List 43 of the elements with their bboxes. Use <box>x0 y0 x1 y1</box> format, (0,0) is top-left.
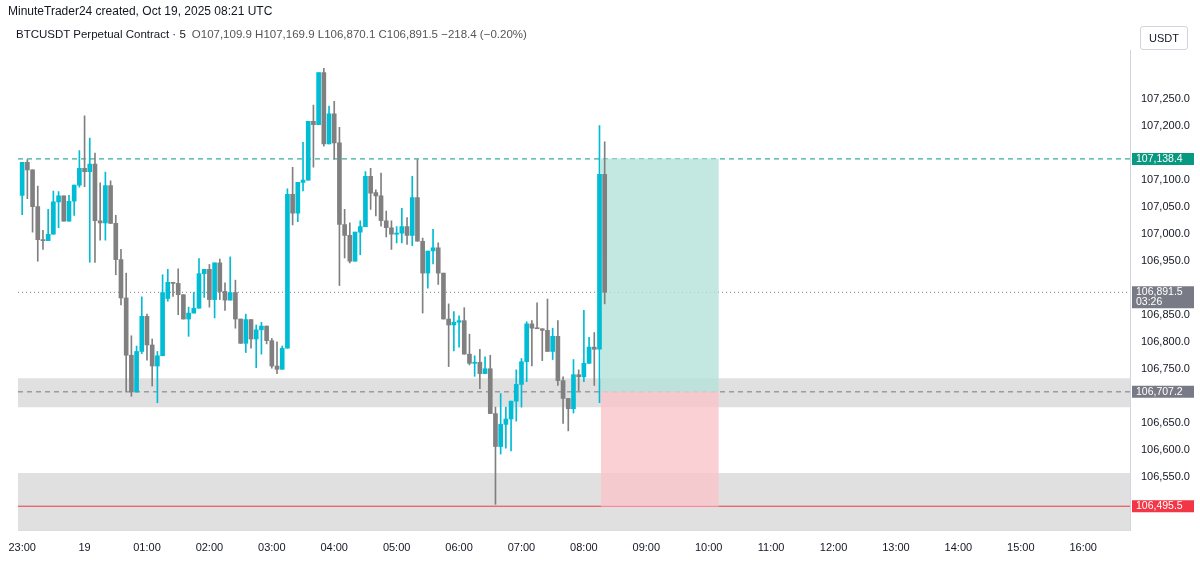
x-tick-label: 02:00 <box>195 541 224 554</box>
y-tick-label: 107,050.0 <box>1141 199 1190 212</box>
candlestick <box>87 137 93 263</box>
x-tick-label: 01:00 <box>133 541 161 554</box>
candlestick <box>253 324 259 368</box>
chart-subtitle: O107,109.9 H107,169.9 L106,870.1 C106,891.5 −218.4 (−0.20%) <box>191 28 527 40</box>
y-tick-label: 106,800.0 <box>1141 334 1190 347</box>
y-tick-label: 107,000.0 <box>1141 226 1190 239</box>
ref-line-label: 106,495.5 <box>1136 499 1183 512</box>
ref-line-label: 106,891.5 03:26 <box>1136 285 1183 308</box>
y-axis-title: USDT <box>1140 26 1188 50</box>
x-tick-label: 14:00 <box>944 541 973 554</box>
text: MinuteTrader24 created, Oct 19, 2025 08:21 UTC <box>8 4 273 18</box>
x-tick-label: 07:00 <box>507 541 536 554</box>
y-tick-label: 107,200.0 <box>1141 118 1190 131</box>
x-tick-label: 10:00 <box>694 541 723 554</box>
x-tick-label: 04:00 <box>320 541 348 554</box>
candlestick <box>591 332 597 386</box>
x-tick-label: 09:00 <box>632 541 661 554</box>
y-tick-label: 106,750.0 <box>1141 361 1190 374</box>
y-tick-label: 106,950.0 <box>1141 253 1190 266</box>
x-tick-label: 08:00 <box>570 541 598 554</box>
y-tick-label: 106,650.0 <box>1141 415 1190 428</box>
ref-line-label: 107,138.4 <box>1136 151 1183 164</box>
y-tick-label: 107,250.0 <box>1141 91 1190 104</box>
ref-line-label: 106,707.2 <box>1136 384 1183 397</box>
chart-title: BTCUSDT Perpetual Contract · 5 <box>16 28 186 40</box>
x-tick-label: 03:00 <box>258 541 286 554</box>
x-tick-label: 05:00 <box>382 541 411 554</box>
x-tick-label: 13:00 <box>882 541 910 554</box>
y-tick-label: 106,600.0 <box>1141 442 1190 455</box>
x-tick-label: 16:00 <box>1069 541 1097 554</box>
x-tick-label: 23:00 <box>8 541 36 554</box>
candlestick <box>456 315 462 348</box>
x-tick-label: 06:00 <box>445 541 473 554</box>
y-tick-label: 106,850.0 <box>1141 307 1190 320</box>
y-tick-label: 107,100.0 <box>1141 172 1190 185</box>
x-tick-label: 12:00 <box>819 541 848 554</box>
y-tick-label: 106,550.0 <box>1141 469 1190 482</box>
x-tick-label: 19 <box>78 541 91 554</box>
x-tick-label: 15:00 <box>1007 541 1035 554</box>
candlestick <box>227 256 233 301</box>
x-tick-label: 11:00 <box>757 541 785 554</box>
